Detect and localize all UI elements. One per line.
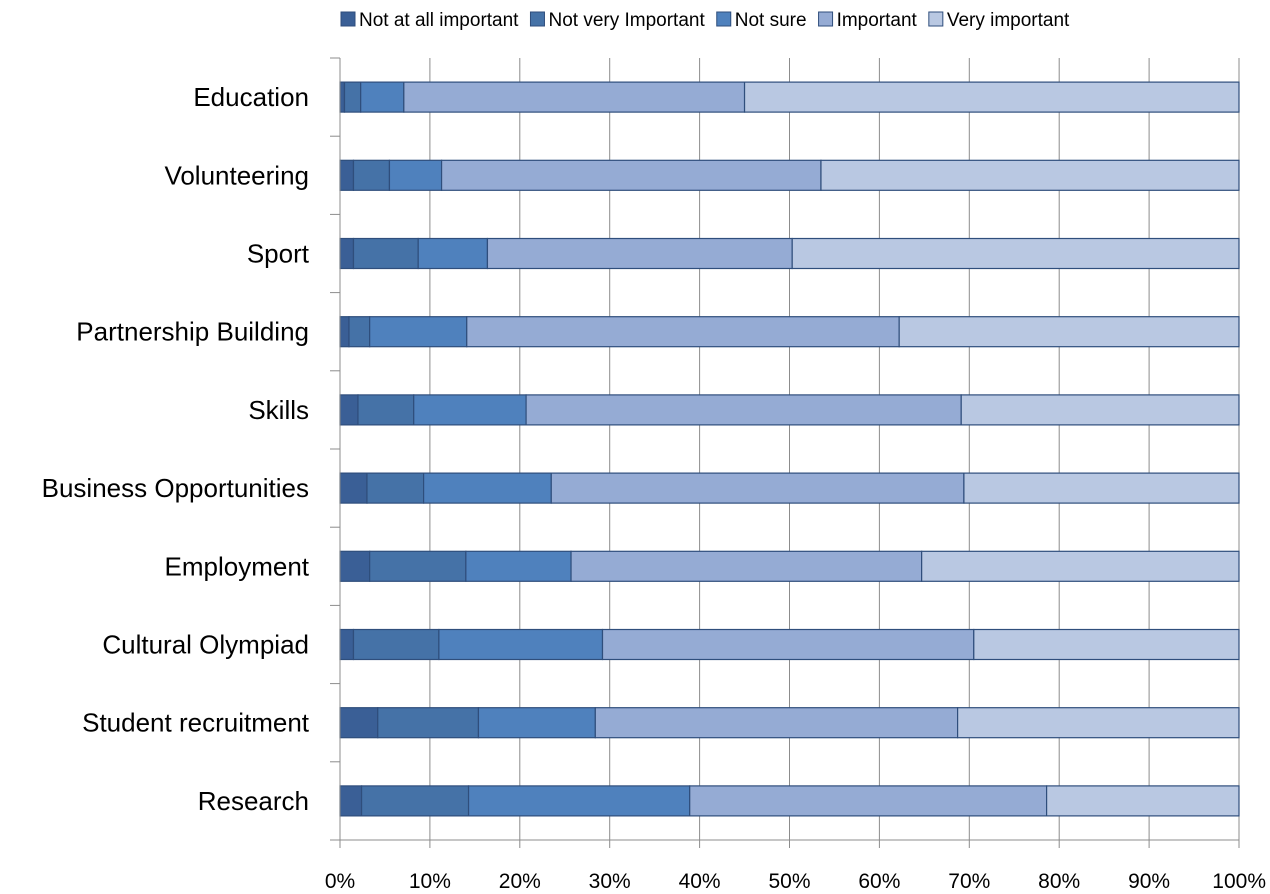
- legend-swatch: [529, 11, 545, 27]
- bar-segment: [360, 785, 470, 817]
- bar-segment: [477, 707, 596, 739]
- x-tick-label: 30%: [589, 870, 631, 893]
- legend-label: Not at all important: [359, 10, 519, 31]
- bar-segment: [973, 628, 1240, 661]
- category-label: Volunteering: [164, 160, 309, 190]
- x-tick-label: 60%: [858, 870, 900, 893]
- legend-swatch: [716, 11, 732, 27]
- x-tick-label: 20%: [499, 870, 541, 893]
- category-label: Education: [193, 82, 309, 112]
- legend-swatch: [340, 11, 356, 27]
- bar-segment: [339, 237, 355, 270]
- category-label: Skills: [248, 395, 309, 425]
- bar-segment: [357, 394, 415, 426]
- x-tick-label: 100%: [1212, 870, 1266, 893]
- bar-segment: [960, 394, 1240, 426]
- x-tick-label: 80%: [1038, 870, 1080, 893]
- bar-segment: [339, 159, 355, 191]
- bar-segment: [388, 159, 443, 191]
- bar-segment: [525, 394, 962, 426]
- legend-item: Not very Important: [529, 10, 705, 31]
- bar-segment: [339, 785, 363, 817]
- bar-segment: [366, 472, 425, 504]
- category-label: Sport: [247, 239, 310, 269]
- bar-segment: [594, 707, 959, 739]
- bar-segment: [550, 472, 965, 504]
- bar-segment: [339, 550, 371, 582]
- bar-segment: [791, 237, 1240, 270]
- legend-label: Not very Important: [548, 10, 705, 31]
- bar-segment: [369, 550, 467, 582]
- bar-segment: [339, 316, 350, 348]
- bar-segment: [339, 472, 368, 504]
- x-tick-label: 70%: [948, 870, 990, 893]
- bar-segment: [486, 237, 793, 270]
- bar-segment: [898, 316, 1240, 348]
- bar-segment: [352, 237, 419, 270]
- bar-segment: [339, 394, 359, 426]
- bar-segment: [601, 628, 975, 661]
- x-tick-label: 10%: [409, 870, 451, 893]
- bar-segment: [343, 81, 362, 113]
- legend-swatch: [928, 11, 944, 27]
- legend-label: Very important: [947, 10, 1070, 31]
- bar-segment: [1046, 785, 1240, 817]
- legend-swatch: [818, 11, 834, 27]
- bar-segment: [466, 316, 900, 348]
- category-label: Student recruitment: [82, 708, 310, 738]
- bar-segment: [360, 81, 405, 113]
- x-tick-label: 40%: [679, 870, 721, 893]
- category-labels: Education Volunteering Sport Partnership Bu…: [42, 82, 310, 816]
- legend-item: Very important: [928, 10, 1070, 31]
- axes: [330, 57, 1240, 848]
- legend-item: Important: [818, 10, 918, 31]
- bar-segment: [689, 785, 1048, 817]
- bar-segment: [369, 316, 468, 348]
- bar-segment: [438, 628, 604, 661]
- bar-segment: [348, 316, 371, 348]
- bar-segment: [352, 628, 440, 661]
- bar-segment: [957, 707, 1240, 739]
- legend-item: Not sure: [716, 10, 807, 31]
- legend-item: Not at all important: [340, 10, 519, 31]
- bar-segment: [413, 394, 527, 426]
- bar-segment: [352, 159, 391, 191]
- bar-segment: [921, 550, 1240, 582]
- category-label: Cultural Olympiad: [102, 630, 309, 660]
- legend: Not at all important Not very Important No…: [340, 10, 1070, 31]
- bars: [339, 81, 1240, 817]
- bar-segment: [570, 550, 923, 582]
- x-tick-labels: 0% 10% 20% 30% 40% 50% 60% 70% 80% 90% 100%: [325, 870, 1266, 893]
- bar-segment: [423, 472, 552, 504]
- bar-segment: [339, 707, 379, 739]
- bar-segment: [377, 707, 480, 739]
- category-label: Partnership Building: [76, 317, 309, 347]
- legend-label: Important: [837, 10, 918, 31]
- bar-segment: [339, 628, 355, 661]
- bar-segment: [963, 472, 1240, 504]
- bar-segment: [440, 159, 822, 191]
- bar-segment: [467, 785, 691, 817]
- x-tick-label: 90%: [1128, 870, 1170, 893]
- category-label: Employment: [165, 551, 310, 581]
- bar-segment: [417, 237, 489, 270]
- x-tick-label: 50%: [768, 870, 810, 893]
- x-tick-label: 0%: [325, 870, 355, 893]
- category-label: Research: [198, 786, 309, 816]
- bar-segment: [339, 81, 346, 113]
- bar-segment: [820, 159, 1240, 191]
- legend-label: Not sure: [735, 10, 807, 31]
- bar-segment: [465, 550, 572, 582]
- bar-segment: [403, 81, 746, 113]
- bar-segment: [743, 81, 1240, 113]
- category-label: Business Opportunities: [42, 473, 309, 503]
